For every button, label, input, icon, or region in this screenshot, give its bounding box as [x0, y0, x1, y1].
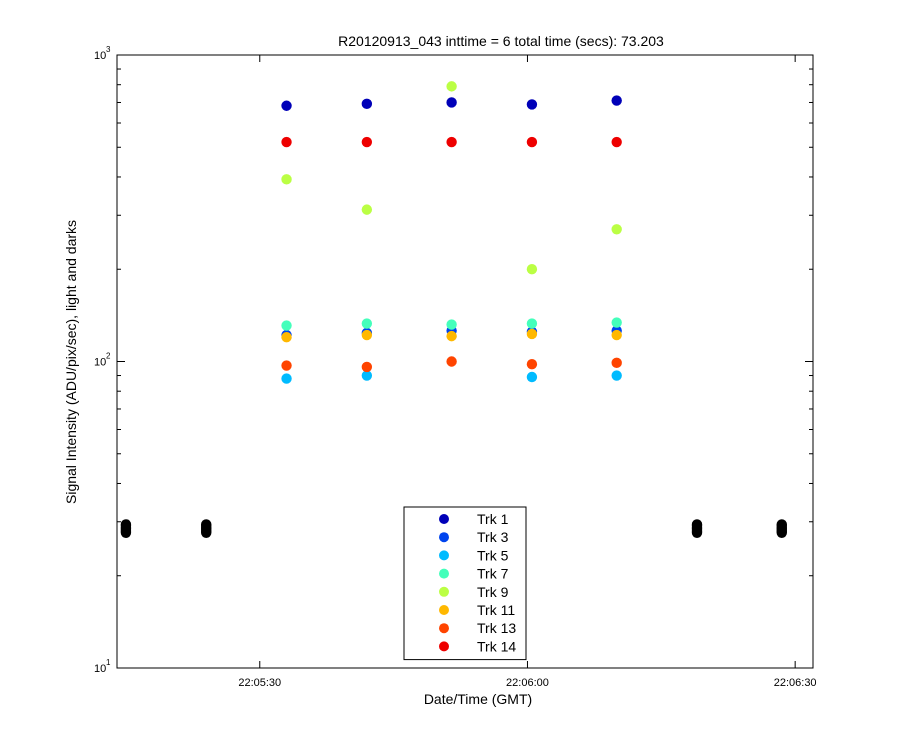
legend-marker [439, 623, 449, 634]
point-trk-14 [446, 136, 457, 148]
y-tick-label: 10 [94, 357, 106, 369]
point-trk-14 [611, 136, 622, 148]
legend-marker [439, 586, 449, 597]
point-trk-9 [361, 204, 373, 215]
point-trk-11 [361, 329, 373, 341]
legend-marker [439, 532, 449, 543]
dark-point [201, 527, 212, 538]
chart-title: R20120913_043 inttime = 6 total time (se… [338, 33, 664, 49]
point-trk-11 [446, 330, 457, 342]
legend-entry-label: Trk 11 [477, 602, 515, 618]
legend-box [403, 506, 527, 661]
point-trk-5 [361, 370, 373, 381]
point-trk-7 [361, 318, 373, 329]
legend-marker [439, 550, 449, 561]
legend-entry-label: Trk 14 [477, 638, 516, 654]
point-trk-13 [526, 358, 538, 370]
y-axis-label: Signal Intensity (ADU/pix/sec), light an… [63, 220, 79, 504]
point-trk-1 [446, 97, 457, 108]
y-tick-exponent: 3 [106, 45, 111, 54]
point-trk-7 [281, 320, 292, 331]
legend-entry-label: Trk 9 [477, 584, 509, 600]
legend-marker [439, 514, 449, 524]
point-trk-13 [446, 356, 457, 367]
point-trk-13 [281, 360, 292, 371]
legend-marker [439, 568, 449, 579]
point-trk-9 [611, 224, 622, 235]
point-trk-1 [526, 99, 538, 110]
legend-marker [439, 605, 449, 615]
legend: Trk 1 Trk 3 Trk 5 Trk 7 Trk 9 Trk 11 Trk 13 Trk… [403, 506, 527, 661]
point-trk-13 [361, 361, 373, 373]
legend-entry-label: Trk 13 [477, 620, 516, 636]
point-trk-9 [446, 81, 457, 92]
point-trk-7 [446, 319, 457, 330]
point-trk-14 [526, 136, 538, 148]
point-trk-14 [281, 136, 292, 148]
legend-entry-label: Trk 1 [477, 511, 509, 527]
dark-point [776, 527, 787, 538]
point-trk-1 [281, 100, 292, 111]
y-tick-exponent: 2 [106, 352, 111, 361]
x-tick-label: 22:06:00 [506, 677, 549, 689]
point-trk-5 [526, 371, 538, 383]
point-trk-11 [611, 329, 622, 341]
point-trk-11 [526, 328, 538, 340]
point-trk-9 [281, 174, 292, 185]
legend-marker [439, 641, 449, 652]
point-trk-11 [281, 332, 292, 343]
legend-entry-label: Trk 5 [477, 547, 509, 563]
point-trk-14 [361, 136, 373, 148]
dark-point [691, 527, 703, 538]
x-axis: 22:05:30 22:06:00 22:06:30 [238, 55, 817, 689]
point-trk-9 [526, 264, 538, 275]
point-trk-1 [361, 98, 373, 110]
y-tick-label: 10 [94, 663, 106, 675]
legend-entry-label: Trk 7 [477, 566, 509, 582]
legend-entry-label: Trk 3 [477, 529, 509, 545]
point-trk-5 [281, 373, 292, 384]
dark-point [120, 527, 132, 538]
x-tick-label: 22:05:30 [238, 677, 281, 689]
point-trk-5 [611, 370, 622, 381]
y-tick-label: 10 [94, 50, 106, 62]
y-tick-exponent: 1 [106, 658, 111, 667]
x-axis-label: Date/Time (GMT) [424, 691, 532, 707]
data-points [120, 81, 787, 538]
point-trk-1 [611, 95, 622, 106]
point-trk-7 [611, 317, 622, 328]
point-trk-13 [611, 357, 622, 369]
x-tick-label: 22:06:30 [774, 677, 817, 689]
point-trk-7 [526, 318, 538, 329]
